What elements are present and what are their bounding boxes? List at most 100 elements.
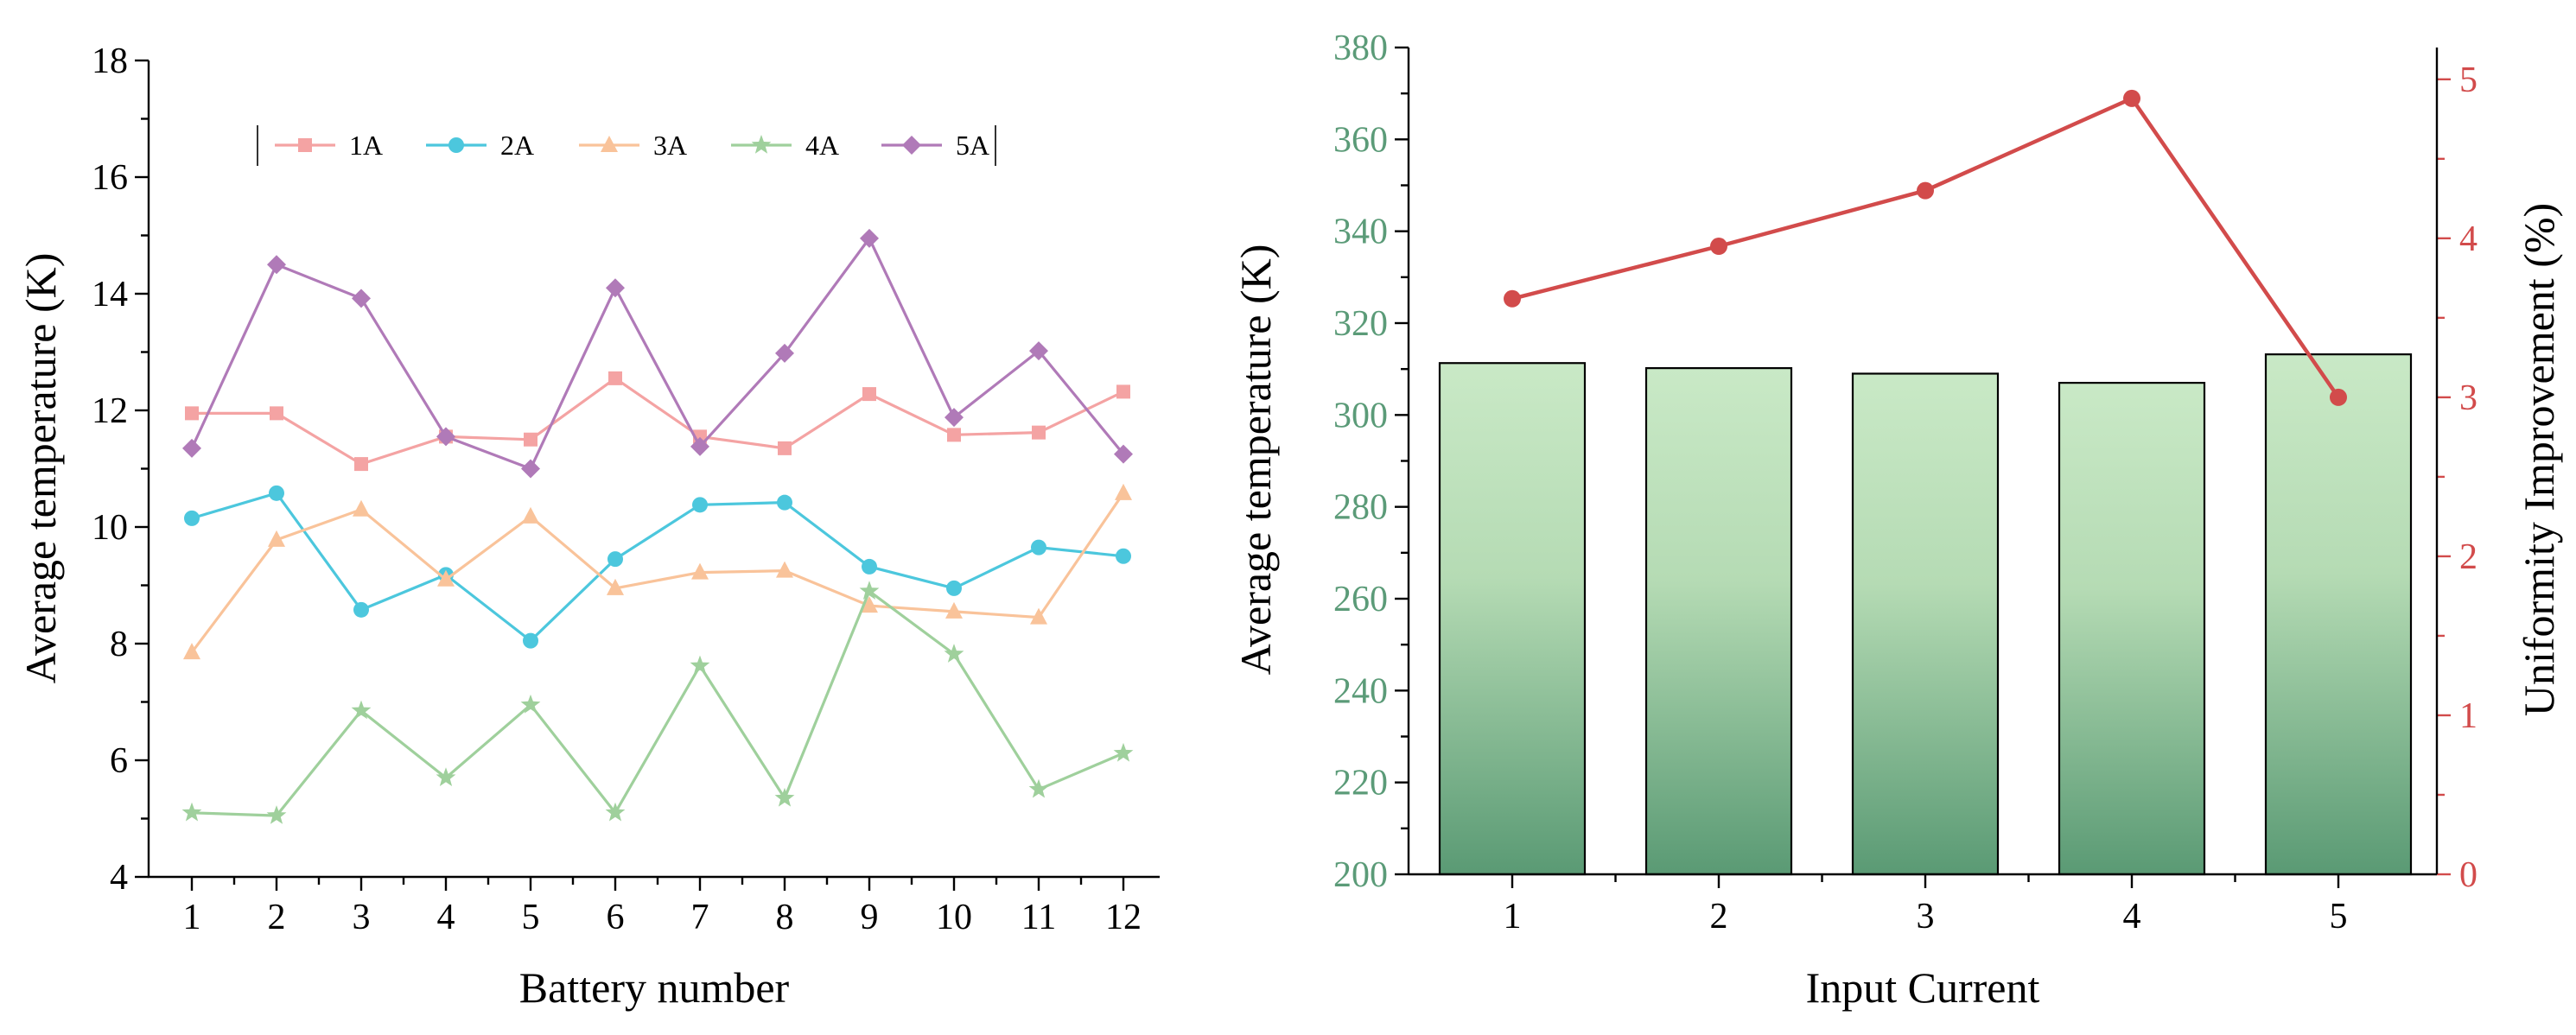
data-point-2A (184, 510, 200, 526)
line-chart-x-axis-label: Battery number (519, 963, 790, 1012)
y-tick-label: 14 (92, 275, 128, 314)
data-point-4A (944, 644, 964, 663)
data-point-2A (777, 494, 792, 511)
left-y-tick-label: 360 (1333, 120, 1388, 160)
right-y-tick-label: 4 (2459, 219, 2477, 259)
data-point-5A (182, 438, 201, 458)
data-point-3A (353, 499, 370, 517)
right-y-tick-label: 3 (2459, 378, 2477, 418)
data-point-1A (1116, 384, 1130, 399)
y-tick-label: 6 (110, 741, 128, 781)
left-y-tick-label: 300 (1333, 396, 1388, 435)
right-y-tick-label: 1 (2459, 696, 2477, 736)
bar-line-chart-input-current: 200 220 240 260 280 300 320 340 360 380 0 1 2 3 4 5 1 2 3 4… (1231, 29, 2563, 1012)
data-point-3A (1030, 607, 1047, 625)
uniformity-point-1 (1504, 289, 1521, 308)
data-point-3A (183, 643, 200, 660)
x-tick-label: 6 (607, 898, 625, 937)
y-tick-label: 4 (110, 858, 128, 898)
series-line-1A (192, 376, 1124, 466)
right-y-tick-label: 0 (2459, 855, 2477, 895)
legend-label-3A: 3A (653, 130, 687, 161)
data-point-2A (692, 497, 708, 513)
x-tick-label: 2 (1710, 897, 1728, 937)
data-point-4A (266, 805, 287, 824)
data-point-3A (776, 561, 793, 578)
left-y-tick-label: 380 (1333, 29, 1388, 68)
data-point-1A (862, 387, 876, 402)
series-line-2A (191, 491, 1124, 643)
x-tick-label: 4 (2123, 897, 2141, 937)
data-point-4A (774, 787, 795, 807)
left-y-tick-label: 200 (1333, 855, 1388, 895)
y-tick-label: 18 (92, 41, 128, 81)
data-point-3A (607, 578, 624, 595)
data-point-1A (270, 406, 283, 421)
uniformity-line (1511, 96, 2340, 399)
data-point-1A (354, 457, 368, 472)
x-tick-label: 2 (268, 898, 286, 937)
right-y-tick-label: 5 (2459, 60, 2477, 100)
x-tick-label: 4 (437, 898, 455, 937)
x-tick-label: 5 (522, 898, 540, 937)
data-point-2A (862, 558, 877, 575)
line-chart-legend: 1A 2A 3A 4A 5A (257, 125, 996, 166)
left-y-tick-label: 340 (1333, 213, 1388, 252)
line-chart-y-axis-label: Average temperature (K) (16, 253, 65, 684)
series-line-4A (191, 588, 1124, 817)
uniformity-point-5 (2330, 388, 2347, 406)
data-point-3A (1115, 483, 1132, 500)
data-point-5A (521, 459, 540, 479)
bar-chart-x-axis-label: Input Current (1806, 963, 2040, 1012)
x-tick-label: 3 (353, 898, 371, 937)
bar-chart-bars (1438, 353, 2413, 876)
bar-chart-ticks: 200 220 240 260 280 300 320 340 360 380 0 1 2 3 4 5 1 2 3 4… (1333, 29, 2477, 937)
data-point-3A (437, 569, 455, 587)
y-tick-label: 12 (92, 391, 128, 431)
data-point-4A (605, 802, 626, 822)
right-y-tick-label: 2 (2459, 537, 2477, 577)
data-point-5A (1114, 444, 1133, 464)
data-point-3A (268, 530, 285, 547)
left-y-tick-label: 280 (1333, 488, 1388, 528)
data-point-5A (606, 278, 625, 298)
legend-label-1A: 1A (349, 130, 383, 161)
legend-label-4A: 4A (805, 130, 839, 161)
legend-label-2A: 2A (500, 130, 534, 161)
legend-label-5A: 5A (956, 130, 989, 161)
bar-3 (1851, 372, 2000, 876)
data-point-2A (1031, 539, 1046, 556)
data-point-4A (520, 694, 541, 714)
data-point-4A (351, 700, 372, 720)
legend-marker-5A (902, 136, 921, 155)
data-point-4A (436, 767, 456, 786)
data-point-1A (947, 428, 961, 442)
line-chart-series (181, 228, 1134, 824)
bar-5 (2264, 353, 2413, 876)
data-point-3A (861, 596, 878, 613)
bar-2 (1644, 367, 1793, 876)
line-chart-axes (147, 60, 1160, 879)
uniformity-line-series (1504, 89, 2347, 406)
uniformity-point-3 (1917, 181, 1934, 200)
x-tick-label: 1 (183, 898, 201, 937)
series-line-3A (190, 492, 1125, 654)
data-point-4A (690, 655, 710, 675)
x-tick-label: 1 (1504, 897, 1522, 937)
data-point-5A (945, 408, 964, 428)
data-point-2A (946, 580, 962, 596)
data-point-5A (860, 228, 879, 248)
legend-marker-1A (298, 138, 312, 152)
data-point-5A (1029, 341, 1048, 361)
bar-1 (1438, 362, 1587, 876)
data-point-4A (1028, 778, 1049, 798)
data-point-1A (185, 406, 199, 421)
x-tick-label: 11 (1021, 898, 1056, 937)
x-tick-label: 5 (2330, 897, 2348, 937)
data-point-5A (690, 436, 709, 456)
data-point-2A (523, 632, 538, 649)
left-y-tick-label: 320 (1333, 304, 1388, 344)
x-tick-label: 12 (1105, 898, 1142, 937)
